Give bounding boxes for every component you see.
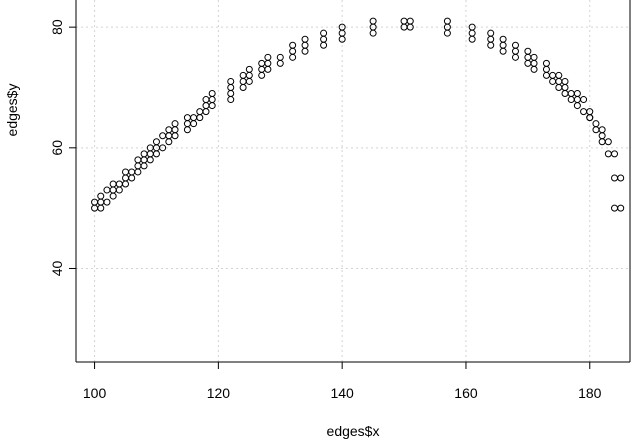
data-point xyxy=(542,59,550,67)
data-point xyxy=(301,35,309,43)
x-tick-label: 160 xyxy=(454,385,478,401)
data-point xyxy=(586,114,594,122)
data-point xyxy=(320,29,328,37)
data-point xyxy=(338,23,346,31)
axes xyxy=(69,0,631,369)
data-point xyxy=(245,65,253,73)
data-point xyxy=(617,174,625,182)
data-point xyxy=(369,17,377,25)
data-point xyxy=(511,41,519,49)
data-point xyxy=(97,192,105,200)
x-tick-label: 180 xyxy=(578,385,602,401)
y-tick-label: 40 xyxy=(49,260,65,276)
data-point xyxy=(561,77,569,85)
data-point xyxy=(580,96,588,104)
data-point xyxy=(103,198,111,206)
data-point xyxy=(555,71,563,79)
data-point xyxy=(264,53,272,61)
data-point xyxy=(530,53,538,61)
tick-labels: 100 120 140 160 180 40 60 80 xyxy=(49,19,602,401)
data-point xyxy=(227,77,235,85)
data-point xyxy=(592,120,600,128)
data-point xyxy=(276,53,284,61)
data-point xyxy=(289,41,297,49)
data-points xyxy=(91,17,625,212)
grid-lines xyxy=(76,0,630,362)
x-tick-label: 140 xyxy=(330,385,354,401)
y-axis-title: edges$y xyxy=(4,84,20,137)
x-tick-label: 100 xyxy=(83,385,107,401)
data-point xyxy=(604,138,612,146)
data-point xyxy=(171,120,179,128)
data-point xyxy=(524,47,532,55)
data-point xyxy=(443,17,451,25)
data-point xyxy=(487,29,495,37)
data-point xyxy=(406,17,414,25)
data-point xyxy=(499,35,507,43)
data-point xyxy=(208,90,216,98)
data-point xyxy=(611,150,619,158)
data-point xyxy=(159,144,167,152)
x-axis-title: edges$x xyxy=(327,423,380,439)
y-tick-label: 60 xyxy=(49,140,65,156)
y-tick-label: 80 xyxy=(49,19,65,35)
data-point xyxy=(573,90,581,98)
data-point xyxy=(598,126,606,134)
data-point xyxy=(468,23,476,31)
x-tick-label: 120 xyxy=(207,385,231,401)
data-point xyxy=(152,138,160,146)
data-point xyxy=(617,204,625,212)
